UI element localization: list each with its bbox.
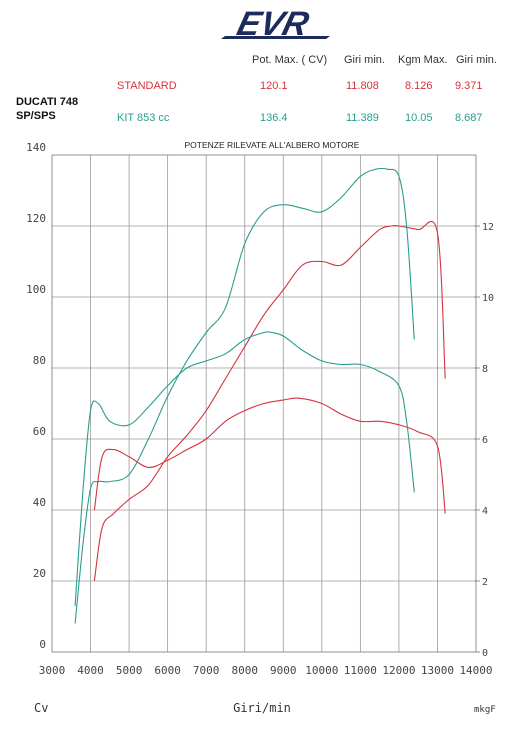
chart-title: POTENZE RILEVATE ALL'ALBERO MOTORE bbox=[185, 140, 360, 150]
row-kit-giri1: 11.389 bbox=[346, 112, 379, 124]
row-standard-giri2: 9.371 bbox=[455, 80, 483, 92]
bike-model: DUCATI 748 bbox=[16, 96, 79, 108]
y2-tick-label: 8 bbox=[482, 364, 488, 375]
x-tick-label: 11000 bbox=[344, 664, 377, 677]
x-axis-label: Giri/min bbox=[233, 701, 291, 715]
row-standard-pot: 120.1 bbox=[260, 80, 288, 92]
x-tick-label: 10000 bbox=[305, 664, 338, 677]
y2-tick-label: 12 bbox=[482, 222, 494, 233]
kit-torque-curve bbox=[74, 331, 415, 606]
plot-frame bbox=[51, 154, 477, 653]
y-axis-label: Cv bbox=[34, 701, 48, 715]
y-tick-label: 140 bbox=[26, 141, 46, 154]
y-tick-label: 40 bbox=[33, 496, 46, 509]
standard-torque-curve bbox=[93, 397, 446, 514]
row-kit-kgm: 10.05 bbox=[405, 112, 433, 124]
chart-curves bbox=[74, 167, 446, 624]
x-tick-label: 12000 bbox=[382, 664, 415, 677]
header-pot: Pot. Max. ( CV) bbox=[252, 54, 328, 66]
header-kgm: Kgm Max. bbox=[398, 54, 448, 66]
row-kit-name: KIT 853 cc bbox=[117, 112, 170, 124]
row-standard-name: STANDARD bbox=[117, 80, 177, 92]
x-tick-label: 8000 bbox=[231, 664, 258, 677]
y2-tick-label: 4 bbox=[482, 506, 488, 517]
header-giri2: Giri min. bbox=[456, 54, 497, 66]
bike-variant: SP/SPS bbox=[16, 110, 56, 122]
header-giri1: Giri min. bbox=[344, 54, 385, 66]
row-standard-giri1: 11.808 bbox=[346, 80, 379, 92]
row-kit-pot: 136.4 bbox=[260, 112, 288, 124]
row-standard-kgm: 8.126 bbox=[405, 80, 433, 92]
y-tick-label: 0 bbox=[39, 638, 46, 651]
y2-tick-label: 0 bbox=[482, 648, 488, 659]
x-tick-label: 7000 bbox=[193, 664, 220, 677]
y-tick-label: 120 bbox=[26, 212, 46, 225]
x-tick-label: 5000 bbox=[116, 664, 143, 677]
x-tick-label: 6000 bbox=[154, 664, 181, 677]
y2-tick-label: 10 bbox=[482, 293, 494, 304]
y2-tick-label: 6 bbox=[482, 435, 488, 446]
row-kit-giri2: 8.687 bbox=[455, 112, 483, 124]
x-tick-label: 3000 bbox=[39, 664, 66, 677]
y-tick-label: 60 bbox=[33, 425, 46, 438]
chart-ticks: 3000 4000 5000 6000 7000 8000 9000 10000 11000 12… bbox=[26, 141, 494, 677]
evr-logo: EVR bbox=[221, 5, 330, 40]
x-tick-label: 4000 bbox=[77, 664, 104, 677]
x-tick-label: 13000 bbox=[421, 664, 454, 677]
logo-text: EVR bbox=[233, 5, 312, 40]
kit-power-curve bbox=[74, 167, 415, 624]
y-tick-label: 100 bbox=[26, 283, 46, 296]
y2-axis-label: mkgF bbox=[474, 705, 496, 715]
y-tick-label: 20 bbox=[33, 567, 46, 580]
y2-tick-label: 2 bbox=[482, 577, 488, 588]
x-tick-label: 9000 bbox=[270, 664, 297, 677]
standard-power-curve bbox=[93, 220, 446, 582]
y-tick-label: 80 bbox=[33, 354, 46, 367]
x-tick-label: 14000 bbox=[459, 664, 492, 677]
